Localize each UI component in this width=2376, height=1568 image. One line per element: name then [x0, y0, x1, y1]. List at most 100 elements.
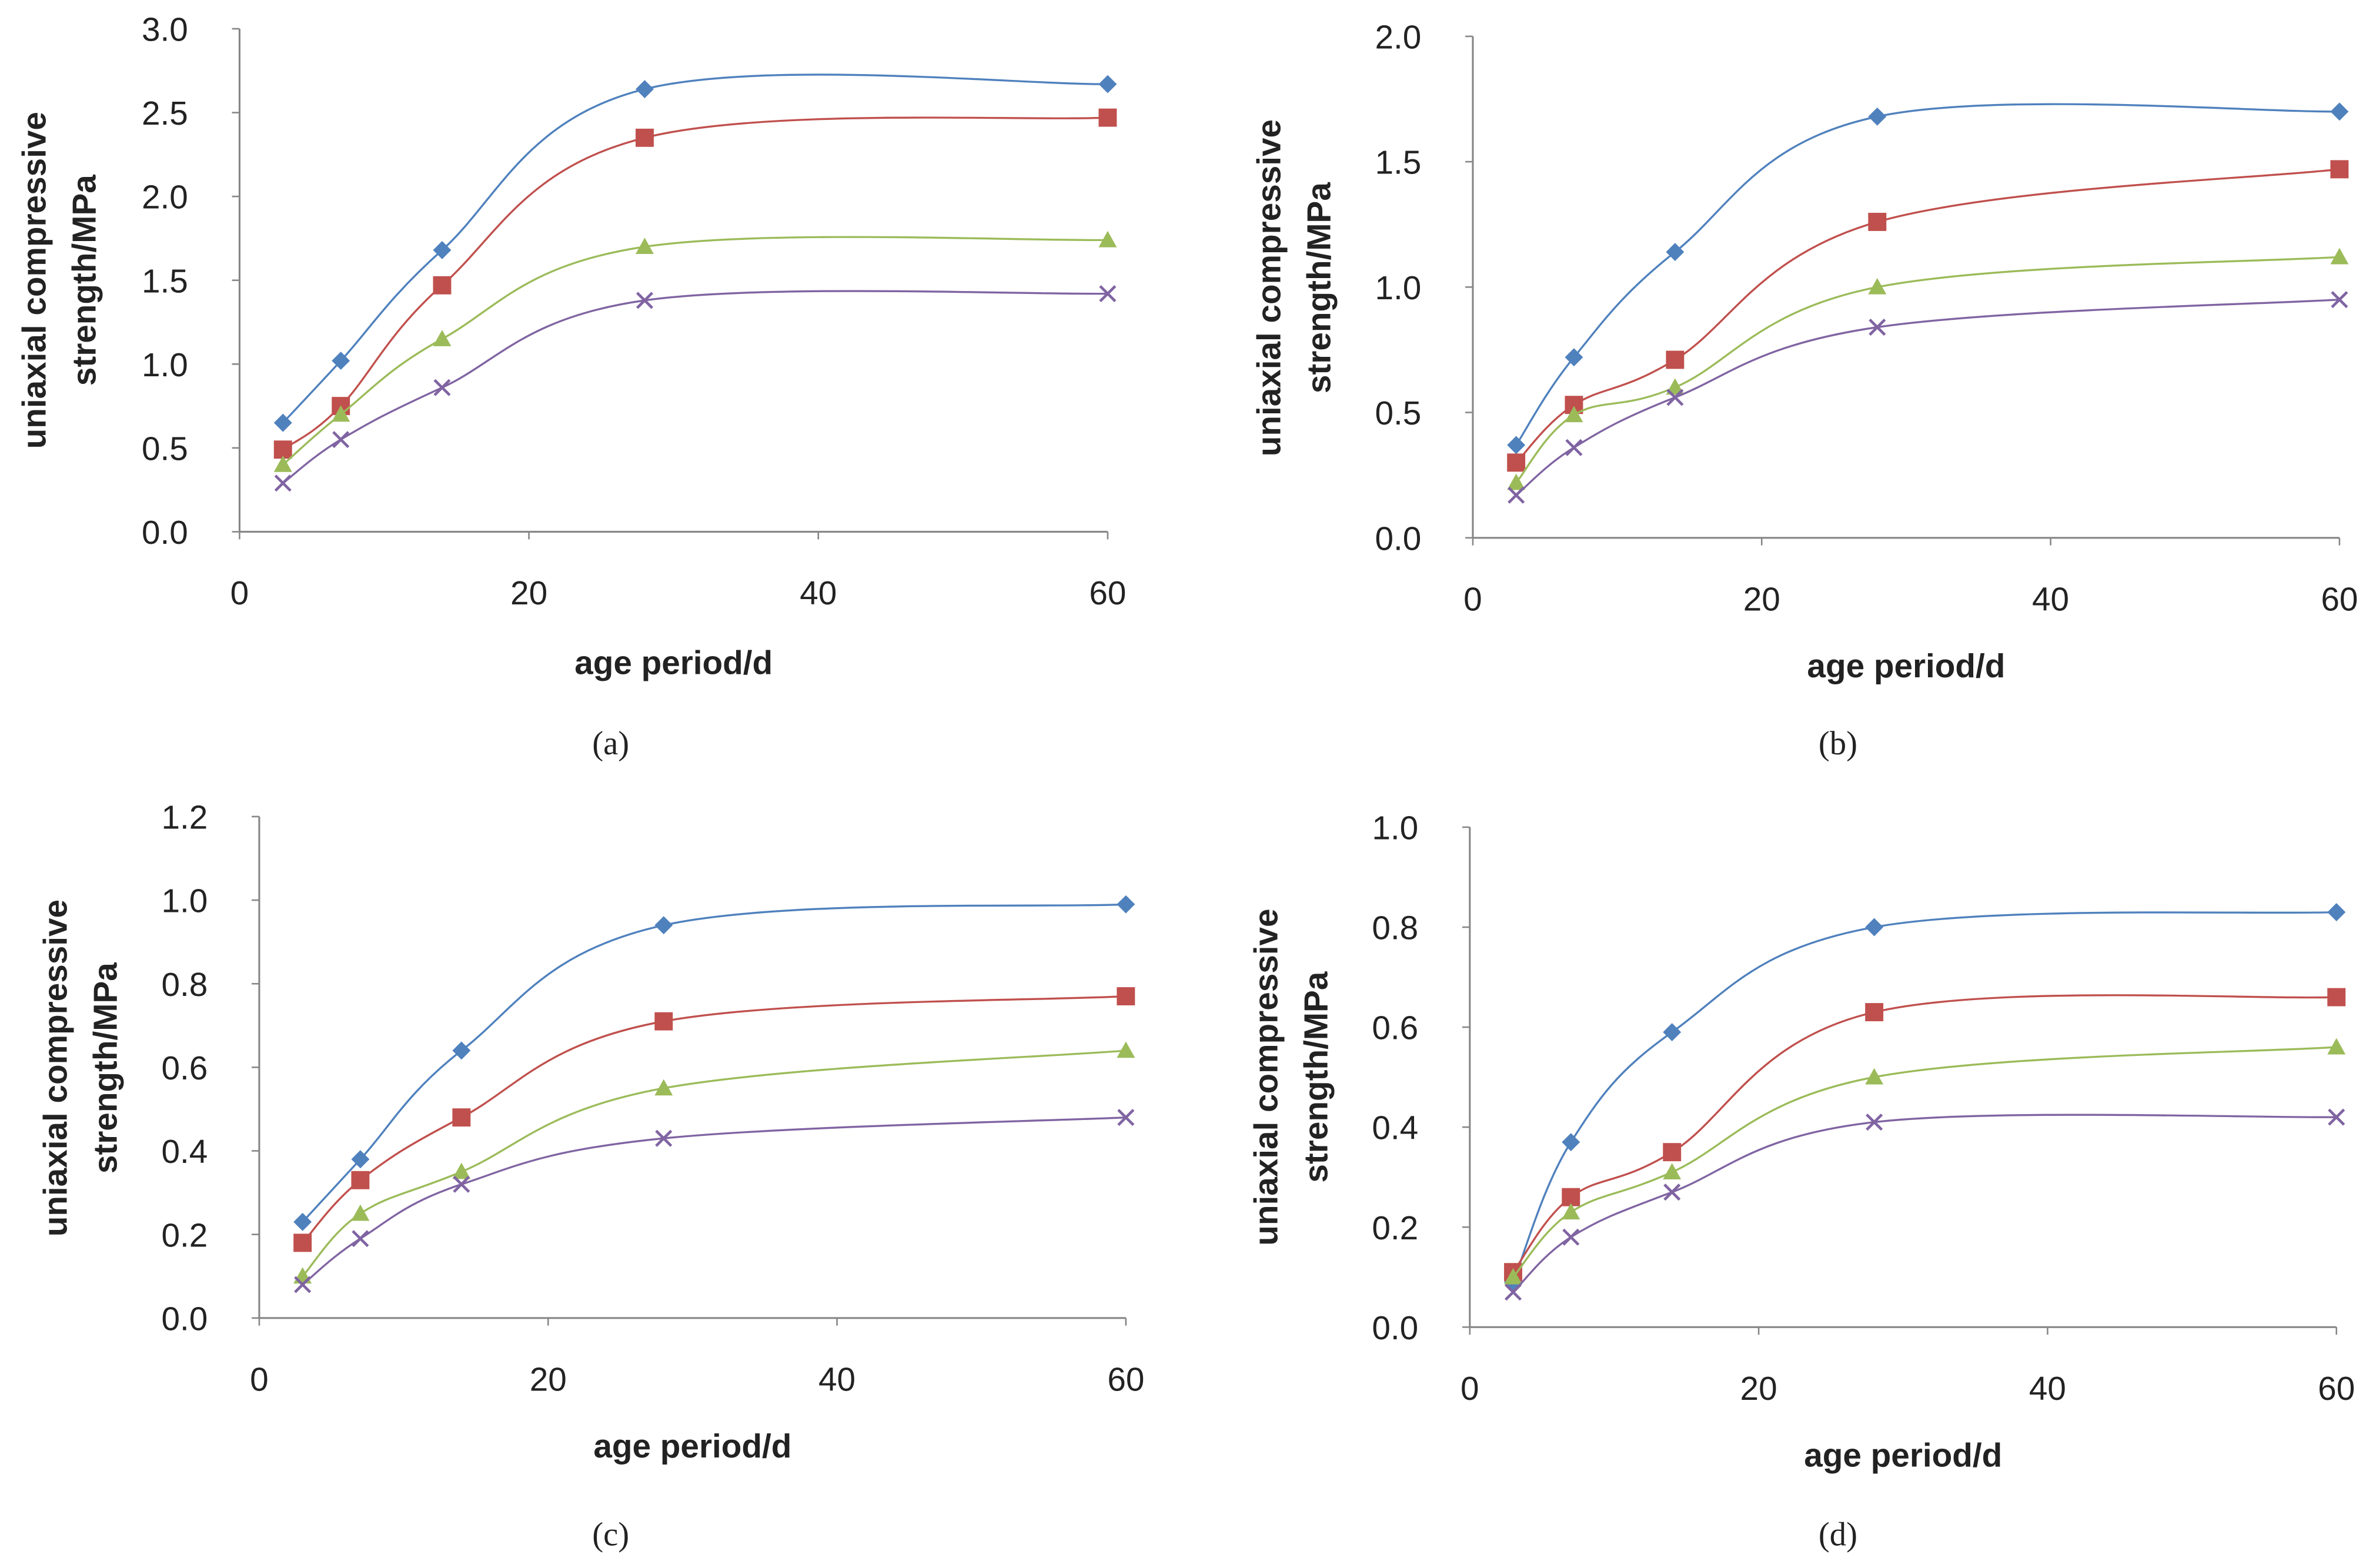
triangle-marker	[332, 405, 350, 422]
diamond-marker	[332, 352, 350, 370]
series-diamond	[1504, 903, 2346, 1292]
x-tick-label: 20	[530, 1362, 567, 1399]
series-diamond	[273, 73, 1117, 432]
series-x	[274, 285, 1117, 492]
x-marker	[2331, 291, 2348, 309]
triangle-marker	[635, 238, 654, 255]
x-marker	[294, 1276, 312, 1293]
x-tick-label: 60	[2318, 1370, 2355, 1407]
diamond-marker	[1507, 436, 1526, 454]
x-tick-label: 40	[800, 575, 837, 612]
square-marker	[635, 128, 654, 147]
y-tick-label: 0.4	[162, 1134, 208, 1171]
y-axis-label: uniaxial compressive	[1248, 908, 1285, 1245]
triangle-marker	[273, 455, 292, 472]
y-axis-label: strength/MPa	[1301, 182, 1338, 393]
series-line	[1512, 994, 2337, 1273]
diamond-marker	[1117, 895, 1135, 914]
x-marker	[1099, 285, 1117, 303]
y-tick-label: 1.2	[162, 800, 208, 837]
x-marker	[1504, 1283, 1522, 1301]
square-marker	[1865, 1003, 1884, 1022]
y-tick-label: 0.5	[1375, 395, 1422, 432]
diamond-marker	[635, 80, 654, 99]
triangle-marker	[2327, 1038, 2346, 1055]
x-tick-label: 40	[818, 1362, 856, 1399]
y-tick-label: 1.0	[162, 883, 208, 920]
diamond-marker	[1098, 75, 1117, 93]
diamond-marker	[1663, 1023, 1682, 1042]
square-marker	[1663, 1143, 1682, 1162]
series-line	[1512, 1046, 2337, 1278]
diamond-marker	[1666, 243, 1685, 262]
x-marker	[1565, 439, 1583, 456]
series-line	[282, 73, 1108, 424]
series-diamond	[1507, 102, 2349, 454]
y-axis-label: uniaxial compressive	[16, 112, 54, 449]
y-axis-label: uniaxial compressive	[1251, 119, 1288, 456]
y-tick-label: 0.2	[1372, 1210, 1418, 1247]
y-tick-label: 2.0	[1375, 19, 1422, 56]
series-square	[293, 987, 1135, 1252]
x-tick-label: 20	[1743, 581, 1780, 618]
y-tick-label: 0.5	[142, 430, 188, 467]
triangle-marker	[1666, 378, 1685, 395]
panel-label: (a)	[592, 725, 629, 762]
series-line	[282, 236, 1108, 466]
series-square	[1507, 160, 2349, 472]
y-tick-label: 0.8	[162, 967, 208, 1004]
series-x	[1504, 1108, 2345, 1301]
triangle-marker	[1098, 230, 1117, 248]
triangle-marker	[452, 1162, 471, 1179]
x-marker	[352, 1230, 369, 1248]
triangle-marker	[1868, 278, 1887, 295]
series-square	[1504, 988, 2346, 1282]
x-marker	[1117, 1109, 1135, 1126]
triangle-marker	[1507, 473, 1526, 490]
triangle-marker	[1504, 1268, 1522, 1285]
square-marker	[1666, 350, 1685, 369]
chart-panel-a: 0.0 0.5 1.0 1.5 2.0 2.5 3.0 0 20 40 60 age period/d…	[16, 12, 1127, 763]
triangle-marker	[1117, 1041, 1135, 1058]
diamond-marker	[654, 916, 673, 935]
y-tick-label: 1.5	[1375, 145, 1422, 182]
y-tick-label: 2.5	[142, 95, 188, 132]
series-triangle	[273, 230, 1117, 472]
x-axis-label: age period/d	[593, 1428, 791, 1465]
y-tick-label: 2.0	[142, 179, 188, 216]
x-tick-label: 20	[510, 575, 547, 612]
series-line	[302, 903, 1126, 1223]
series-x	[1508, 291, 2348, 504]
x-marker	[1866, 1114, 1883, 1131]
series-line	[1515, 168, 2340, 464]
x-tick-label: 0	[230, 575, 249, 612]
y-axis-label: strength/MPa	[66, 175, 103, 386]
triangle-marker	[654, 1079, 673, 1096]
triangle-marker	[351, 1204, 370, 1221]
triangle-marker	[1865, 1068, 1884, 1085]
diamond-marker	[2330, 102, 2349, 121]
x-tick-label: 0	[1463, 581, 1482, 618]
x-tick-label: 0	[1461, 1370, 1479, 1407]
series-line	[1515, 256, 2340, 484]
triangle-marker	[1562, 1203, 1580, 1220]
triangle-marker	[433, 330, 452, 346]
y-tick-label: 0.8	[1372, 910, 1418, 947]
square-marker	[1098, 108, 1117, 127]
square-marker	[433, 276, 452, 295]
square-marker	[1117, 987, 1135, 1005]
chart-panel-d: 0.0 0.2 0.4 0.6 0.8 1.0 0 20 40 60 age period/d uni…	[1248, 810, 2355, 1553]
diamond-marker	[1562, 1133, 1580, 1152]
series-x	[294, 1109, 1135, 1293]
x-tick-label: 60	[2321, 581, 2358, 618]
square-marker	[654, 1012, 673, 1031]
series-line	[1515, 298, 2340, 496]
y-tick-label: 0.6	[162, 1050, 208, 1087]
x-tick-label: 0	[250, 1362, 269, 1399]
series-line	[302, 1049, 1126, 1277]
x-marker	[274, 474, 292, 492]
x-marker	[433, 379, 451, 396]
chart-panel-c: 0.0 0.2 0.4 0.6 0.8 1.0 1.2 0 20 40 60 age period/d…	[38, 800, 1145, 1553]
chart-panel-b: 0.0 0.5 1.0 1.5 2.0 0 20 40 60 age period/d uniaxi…	[1251, 19, 2358, 762]
